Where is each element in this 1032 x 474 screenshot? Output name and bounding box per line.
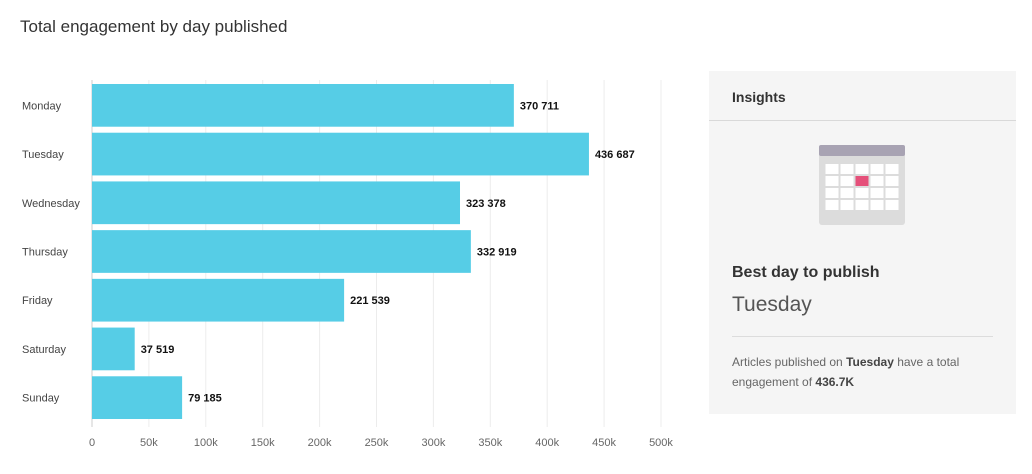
x-tick-label: 150k [251,437,275,449]
calendar-cell [885,176,899,186]
data-label: 332 919 [477,247,517,259]
x-tick-label: 450k [592,437,616,449]
insights-text-value: 436.7K [815,375,855,389]
best-day-value: Tuesday [732,293,812,316]
calendar-cell [840,164,854,174]
category-label: Sunday [22,393,60,405]
x-tick-label: 0 [89,437,95,449]
x-tick-label: 350k [478,437,502,449]
category-label: Monday [22,100,62,112]
bar [92,230,471,273]
calendar-icon [819,145,905,225]
insights-text-day: Tuesday [846,355,894,369]
insights-text-middle: have a total engagement of [732,355,960,389]
data-label: 323 378 [466,198,506,210]
bar [92,84,514,127]
calendar-cell [870,176,884,186]
insights-panel: Insights Best day to publish Tuesday Art… [709,71,1016,414]
calendar-cell [825,176,839,186]
calendar-cell [855,164,869,174]
x-tick-label: 500k [649,437,673,449]
calendar-cell [870,188,884,198]
calendar-cell [840,176,854,186]
calendar-cell [855,200,869,210]
calendar-cell [870,200,884,210]
calendar-cell [870,164,884,174]
insights-header: Insights [709,71,1016,121]
category-label: Thursday [22,247,68,259]
x-tick-label: 250k [365,437,389,449]
bar [92,376,183,419]
data-label: 370 711 [520,100,559,112]
category-label: Tuesday [22,149,64,161]
calendar-cell [840,200,854,210]
bar [92,132,589,176]
calendar-cell [825,200,839,210]
data-label: 37 519 [141,344,175,356]
data-label: 436 687 [595,149,635,161]
x-tick-label: 200k [308,437,332,449]
calendar-cell [855,188,869,198]
x-tick-label: 50k [140,437,158,449]
calendar-highlight-cell [855,176,869,186]
insights-description: Articles published on Tuesday have a tot… [732,352,1002,392]
bar-chart: 0 50k 100k 150k 200k 250k 300k 350k 400k 450k 500k… [22,80,673,449]
chart-title: Total engagement by day published [20,17,288,36]
calendar-cell [825,164,839,174]
x-tick-label: 100k [194,437,218,449]
bar [92,181,461,225]
bar [92,278,345,322]
category-label: Wednesday [22,198,80,210]
calendar-cell [885,200,899,210]
category-label: Friday [22,295,53,307]
divider [732,336,993,337]
insights-text-prefix: Articles published on [732,355,847,369]
calendar-cell [840,188,854,198]
calendar-cell [885,188,899,198]
data-label: 221 539 [350,295,390,307]
calendar-cell [885,164,899,174]
data-label: 79 185 [188,393,222,405]
calendar-cell [825,188,839,198]
bar [92,327,135,371]
x-tick-label: 300k [421,437,445,449]
x-tick-label: 400k [535,437,559,449]
best-day-label: Best day to publish [732,264,880,281]
category-label: Saturday [22,344,67,356]
